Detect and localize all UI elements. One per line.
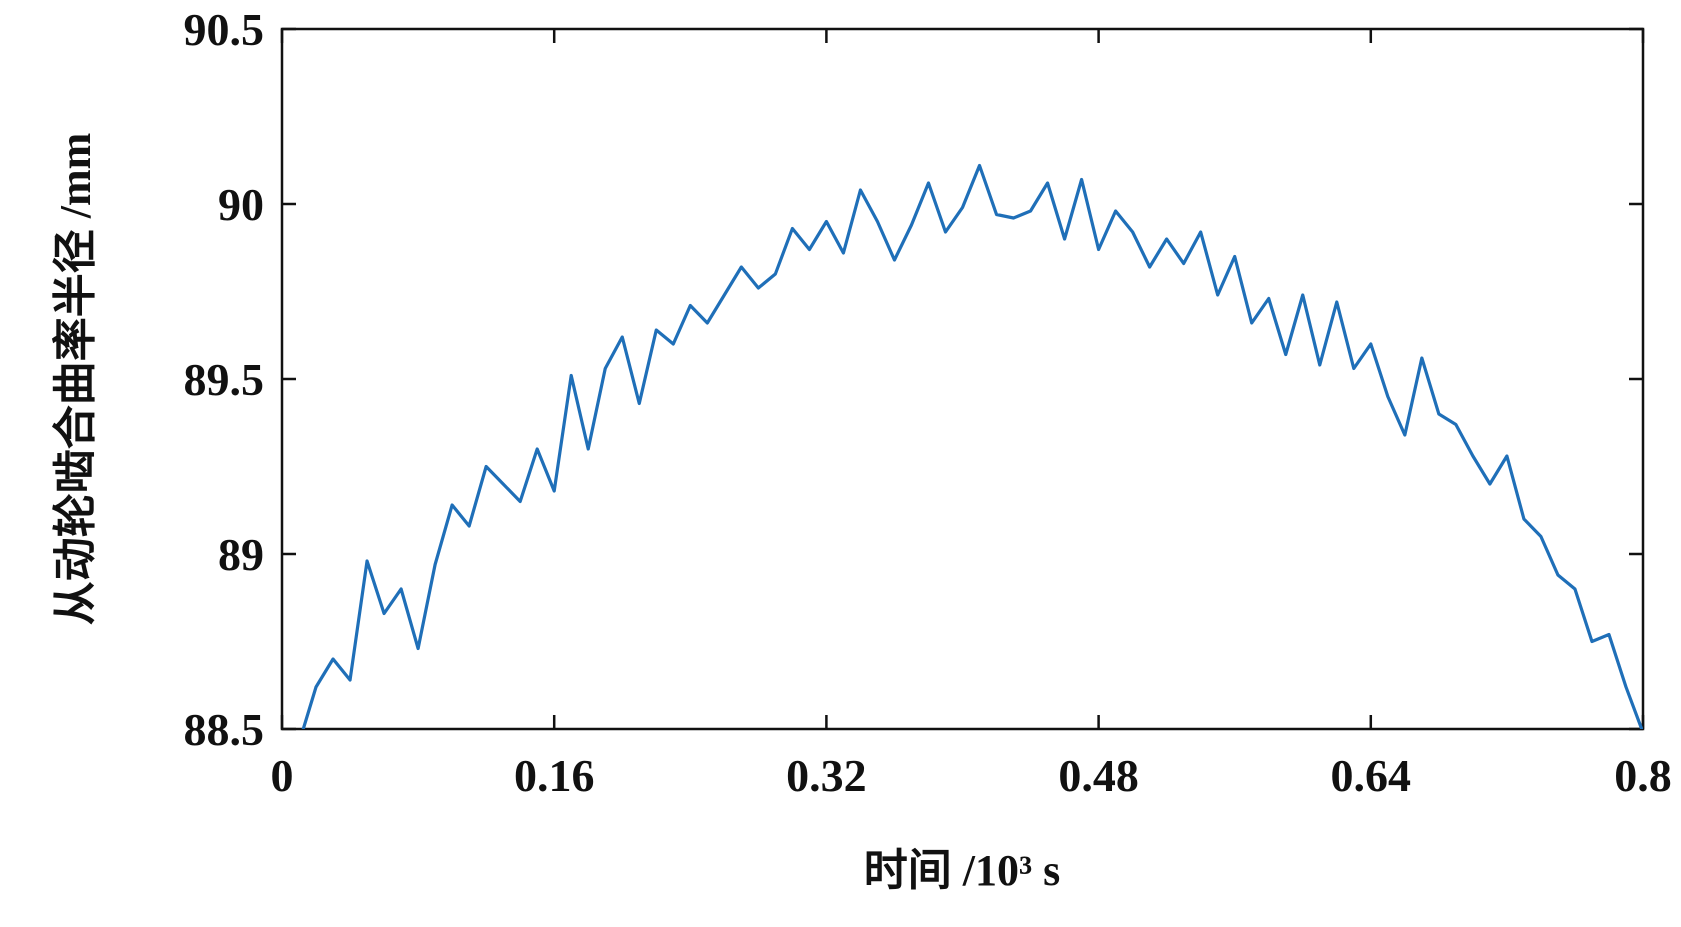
y-tick-label: 90.5: [184, 4, 265, 55]
data-line: [301, 163, 1643, 729]
y-tick-label: 90: [218, 179, 264, 230]
plot-frame: [280, 27, 1645, 731]
x-tick-label: 0.32: [786, 750, 867, 801]
y-tick-label: 89: [218, 529, 264, 580]
x-tick-label: 0.48: [1058, 750, 1139, 801]
x-tick-label: 0.16: [514, 750, 595, 801]
x-axis-label: 时间 /10³ s: [864, 846, 1061, 895]
x-tick-label: 0: [271, 750, 294, 801]
y-tick-label: 89.5: [184, 354, 265, 405]
x-tick-label: 0.64: [1331, 750, 1412, 801]
x-tick-label: 0.8: [1614, 750, 1672, 801]
y-tick-label: 88.5: [184, 704, 265, 755]
y-axis-label: 从动轮啮合曲率半径 /mm: [51, 133, 100, 626]
